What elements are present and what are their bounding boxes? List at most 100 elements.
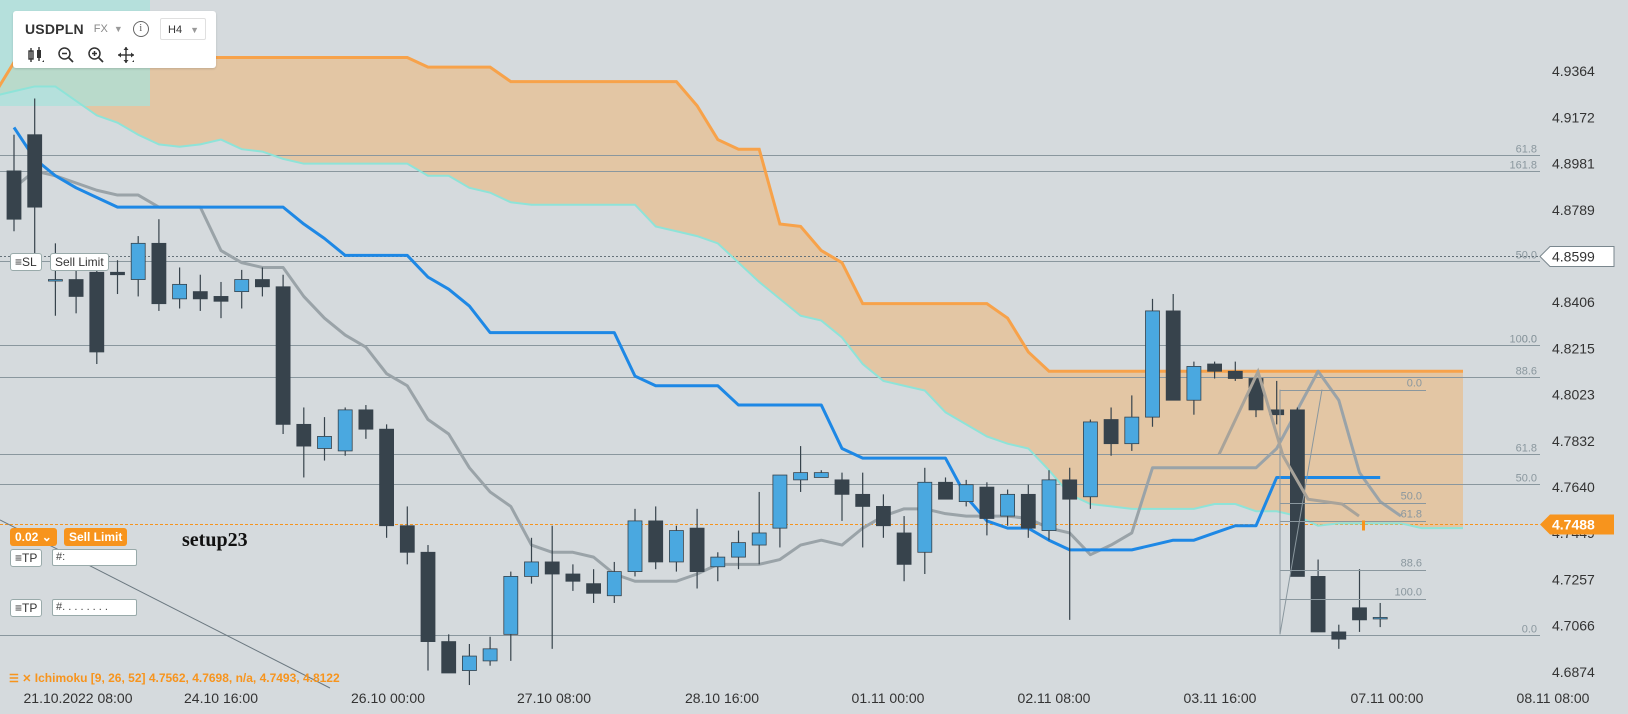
- chevron-down-icon[interactable]: ▼: [113, 24, 123, 34]
- candle: [1124, 395, 1140, 451]
- candle-body: [461, 655, 477, 671]
- tp1-tag[interactable]: ≡TP: [10, 549, 43, 567]
- chevron-down-icon: ▼: [190, 25, 199, 35]
- candle-body: [1186, 366, 1202, 401]
- tp2-label: TP: [22, 601, 38, 615]
- current-price-label: 4.7488: [1552, 517, 1595, 533]
- candle: [1186, 361, 1202, 415]
- candle-body: [544, 561, 560, 575]
- fib-right-label: 88.6: [1401, 558, 1422, 570]
- zigzag-line: [1217, 367, 1360, 518]
- candle: [648, 506, 664, 570]
- candle: [834, 472, 850, 521]
- candle-body: [1124, 416, 1140, 445]
- candle-body: [565, 573, 581, 582]
- indicator-label: Ichimoku [9, 26, 52] 4.7562, 4.7698, n/a…: [34, 671, 340, 685]
- candle: [172, 267, 188, 309]
- x-tick-label: 24.10 16:00: [184, 690, 258, 706]
- sell-limit-top-tag[interactable]: Sell Limit: [50, 253, 109, 271]
- y-tick-label: 4.8406: [1552, 294, 1595, 310]
- chevron-down-icon: ⌄: [41, 530, 52, 544]
- y-tick-label: 4.9172: [1552, 109, 1595, 125]
- trend-line: [0, 519, 331, 689]
- candle-body: [793, 472, 808, 481]
- fib-label: 88.6: [1516, 366, 1537, 378]
- symbol-label[interactable]: USDPLN: [25, 21, 84, 37]
- candle: [772, 474, 788, 548]
- candle-body: [710, 556, 726, 568]
- candle: [544, 525, 560, 649]
- order-qty-button[interactable]: 0.02 ⌄: [10, 528, 57, 546]
- candle: [627, 508, 643, 577]
- market-label: FX: [93, 23, 108, 35]
- indicator-legend[interactable]: ☰ ✕ Ichimoku [9, 26, 52] 4.7562, 4.7698,…: [9, 671, 340, 685]
- candle-body: [627, 520, 643, 572]
- candle-type-icon[interactable]: [25, 45, 47, 65]
- info-icon[interactable]: i: [132, 21, 149, 37]
- candle: [689, 508, 705, 589]
- drag-handle-icon: ≡: [15, 601, 23, 615]
- candle-body: [110, 271, 125, 276]
- candle-body: [296, 423, 312, 447]
- candle: [1331, 624, 1347, 649]
- timeframe-value: H4: [168, 24, 183, 36]
- candle: [669, 525, 684, 572]
- candle: [399, 506, 415, 565]
- candle-body: [586, 583, 601, 594]
- fib-label: 100.0: [1509, 334, 1537, 346]
- candle-body: [1227, 370, 1243, 379]
- candle: [958, 479, 974, 507]
- x-tick-label: 26.10 00:00: [351, 690, 425, 706]
- candle-body: [669, 530, 684, 563]
- fib-label: 50.0: [1516, 250, 1537, 262]
- candle-body: [399, 525, 415, 553]
- sl-label: SL: [22, 255, 37, 269]
- candle-body: [1020, 493, 1036, 529]
- candle-body: [1041, 479, 1057, 531]
- candle: [503, 571, 519, 661]
- fib-right-diagonal: [1279, 389, 1323, 635]
- settings-icon[interactable]: ☰: [9, 673, 19, 685]
- candle-body: [213, 296, 229, 302]
- candle-body: [192, 291, 208, 300]
- candle: [1145, 298, 1160, 427]
- candle-body: [1103, 419, 1119, 445]
- y-tick-label: 4.8789: [1552, 202, 1595, 218]
- candle: [1352, 569, 1367, 632]
- candle: [1165, 294, 1181, 401]
- candle: [192, 274, 208, 311]
- close-icon[interactable]: ✕: [22, 673, 32, 685]
- fib-label: 61.8: [1516, 144, 1537, 156]
- candle: [1207, 361, 1222, 379]
- sl-tag[interactable]: ≡SL: [10, 253, 42, 271]
- move-icon[interactable]: [115, 45, 137, 65]
- candle-body: [938, 481, 953, 500]
- sell-limit-price-tag: 4.8599: [1539, 246, 1615, 267]
- candle: [6, 134, 22, 232]
- candle-body: [979, 486, 995, 519]
- tp1-input[interactable]: #:: [52, 549, 137, 566]
- x-tick-label: 07.11 00:00: [1351, 690, 1424, 706]
- candle-body: [254, 279, 270, 288]
- sell-limit-button[interactable]: Sell Limit: [64, 528, 128, 546]
- tp1-label: TP: [22, 551, 38, 565]
- fib-right-label: 100.0: [1394, 587, 1422, 599]
- candle: [751, 491, 767, 565]
- tp2-input[interactable]: #. . . . . . . .: [52, 599, 137, 616]
- zoom-out-icon[interactable]: [55, 45, 77, 65]
- candle: [1310, 559, 1326, 633]
- order-qty-value: 0.02: [15, 530, 39, 544]
- zoom-in-icon[interactable]: [85, 45, 107, 65]
- price-marker: [1362, 520, 1365, 531]
- candle-body: [834, 479, 850, 495]
- current-price-box: [1540, 514, 1614, 535]
- candle: [1062, 467, 1078, 620]
- tp2-tag[interactable]: ≡TP: [10, 599, 43, 617]
- timeframe-select[interactable]: H4 ▼: [160, 18, 206, 40]
- candle: [151, 219, 167, 311]
- candle: [275, 274, 291, 435]
- candle: [213, 281, 229, 319]
- candle-body: [1000, 493, 1015, 517]
